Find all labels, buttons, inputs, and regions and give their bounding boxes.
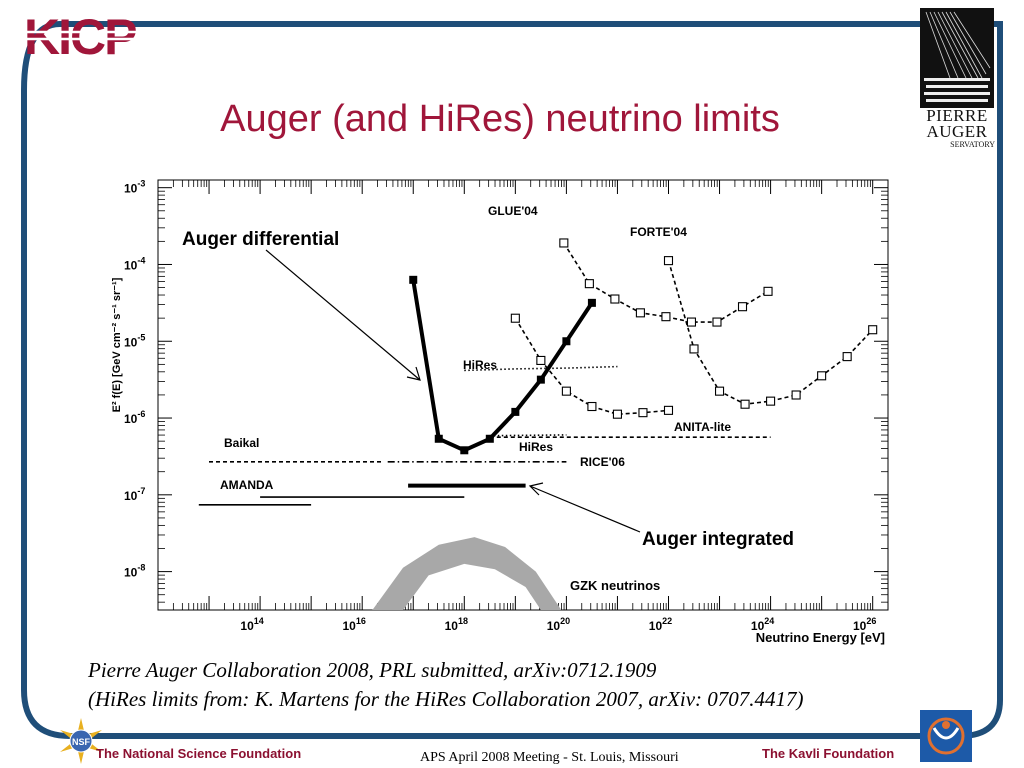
x-tick-label: 1024 [751,616,774,633]
series-glue [563,242,769,323]
logo-line-pierre: PIERRE [926,106,988,125]
point-forte [689,344,699,354]
pierre-auger-logo-text: PIERRE AUGER SERVATORY [919,106,995,149]
y-tick-label: 10-4 [124,255,145,272]
point-glue [610,294,620,304]
point-anita [510,313,520,323]
point-auger_differential [434,434,443,443]
tick-labels: 1014 1016 1018 1020 1022 1024 1026 10-3 10-4 10-5… [124,179,876,633]
label-gzk-neutrinos: GZK neutrinos [570,578,660,593]
y-axis-label: E² f(E) [GeV cm⁻² s⁻¹ sr⁻¹] [111,277,123,412]
point-auger_differential [536,375,545,384]
label-anita-lite: ANITA-lite [674,420,731,434]
footer-meeting: APS April 2008 Meeting - St. Louis, Miss… [420,750,679,765]
pierre-auger-logo [920,8,994,108]
y-tick-label: 10-8 [124,563,145,580]
arrow-head-differential [406,366,421,381]
caption-auger-reference: Pierre Auger Collaboration 2008, PRL sub… [88,658,657,682]
point-auger_differential [587,298,596,307]
point-forte [663,256,674,266]
label-hires-upper: HiRes [463,358,497,372]
point-glue [635,308,645,318]
kicp-logo-text: KICP [24,9,136,62]
point-auger_differential [409,275,418,284]
point-auger_differential [485,434,494,443]
series-hires_upper [464,365,618,372]
kavli-logo [920,710,972,762]
point-anita [561,386,571,396]
point-anita [536,355,546,365]
y-tick-label: 10-3 [124,179,145,196]
point-forte [817,371,827,381]
point-glue [686,317,697,327]
label-forte: FORTE'04 [630,225,687,239]
logo-line-auger: AUGER [926,122,988,141]
footer-nsf: The National Science Foundation [96,746,302,761]
slide-title: Auger (and HiRes) neutrino limits [220,98,780,140]
arrow-auger-integrated [529,485,641,533]
label-hires-lower: HiRes [519,440,553,454]
plot-area [157,179,889,611]
point-forte [791,390,801,400]
label-glue: GLUE'04 [488,204,538,218]
arrow-auger-differential [265,249,421,381]
series-forte [667,260,874,406]
point-forte [766,396,776,406]
point-anita [587,401,597,412]
point-glue [737,302,748,312]
y-tick-label: 10-7 [124,486,145,503]
point-glue [584,279,594,289]
x-tick-label: 1020 [547,616,570,633]
label-auger-differential: Auger differential [182,229,339,250]
point-forte [740,399,750,409]
gzk-band-layer [372,537,562,610]
neutrino-limits-chart: 1014 1016 1018 1020 1022 1024 1026 10-3 10-4 10-5… [111,179,889,645]
x-tick-label: 1022 [649,616,672,633]
kicp-logo: KICP [22,9,177,62]
footer-kavli: The Kavli Foundation [762,746,895,761]
caption-hires-reference: (HiRes limits from: K. Martens for the H… [88,687,804,711]
point-anita [612,409,622,419]
point-glue [661,312,671,322]
point-forte [714,386,725,396]
svg-text:NSF: NSF [72,737,91,747]
x-tick-label: 1018 [445,616,468,633]
point-glue [559,238,569,248]
series-auger_differential [411,279,594,453]
label-auger-integrated: Auger integrated [642,529,794,550]
label-rice: RICE'06 [580,455,625,469]
point-forte [842,352,852,362]
x-tick-label: 1026 [853,616,876,633]
point-auger_differential [460,446,469,455]
label-amanda: AMANDA [220,478,274,492]
y-tick-label: 10-6 [124,409,145,426]
arrow-head-integrated [528,482,544,496]
nsf-logo: NSF [60,718,102,764]
point-auger_differential [511,407,520,416]
x-tick-label: 1014 [240,616,263,633]
point-glue [763,286,773,296]
point-anita [663,405,674,415]
point-anita [638,408,648,418]
major-ticks [157,180,888,610]
y-tick-label: 10-5 [124,332,145,349]
x-tick-label: 1016 [343,616,366,633]
point-auger_differential [562,337,571,346]
point-glue [712,317,722,327]
gzk-band [372,537,562,610]
logo-line-observatory: SERVATORY [950,140,995,149]
label-baikal: Baikal [224,436,259,450]
point-forte [868,325,878,335]
series-layer [198,238,878,506]
series-hires_lower [489,434,567,437]
x-axis-label: Neutrino Energy [eV] [756,630,885,645]
